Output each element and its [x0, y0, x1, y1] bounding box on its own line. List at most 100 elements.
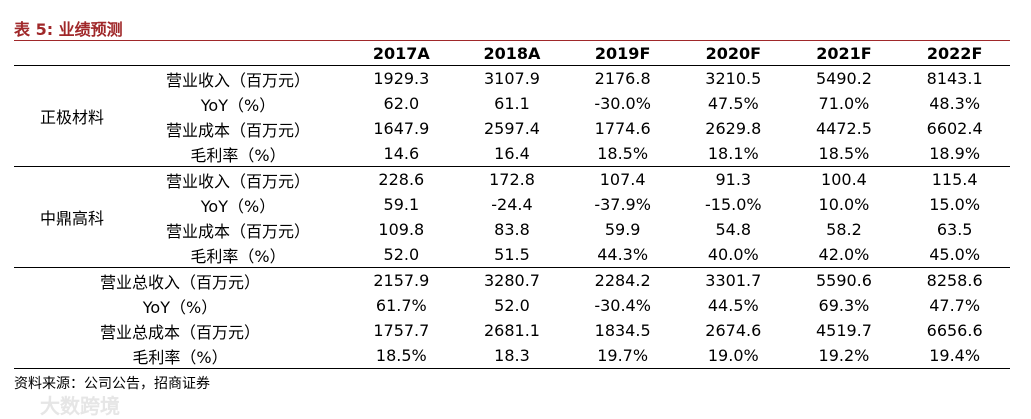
table-row: 中鼎高科 营业收入（百万元） 228.6 172.8 107.4 91.3 100.4 115… — [14, 166, 1010, 268]
cell-value: 61.1 — [494, 94, 530, 113]
cell-value: 4519.7 — [815, 321, 872, 340]
cell-value: 2597.4 — [483, 119, 540, 138]
cell-value: 44.5% — [707, 296, 759, 315]
cell-value: 6602.4 — [926, 119, 983, 138]
cell-value: 6656.6 — [926, 321, 983, 340]
header-row: 2017A 2018A 2019F 2020F 2021F 2022F — [14, 41, 1010, 66]
table-row: 毛利率（%） 52.0 51.5 44.3% 40.0% 42.0% 45.0% — [14, 242, 1010, 268]
cell-value: 8143.1 — [926, 69, 983, 88]
cell-value: 2681.1 — [483, 321, 540, 340]
cell-value: 62.0 — [383, 94, 420, 113]
cell-value: 19.2% — [788, 343, 900, 369]
cell-value: 16.4 — [456, 141, 568, 167]
cell-value: 48.3% — [929, 94, 981, 113]
cell-value: 83.8 — [494, 220, 530, 239]
column-header: 2018A — [456, 41, 568, 66]
cell-value: 3301.7 — [705, 271, 762, 290]
cell-value: 91.3 — [715, 170, 752, 189]
row-label: 营业成本（百万元） — [165, 221, 310, 241]
column-header: 2022F — [899, 41, 1010, 66]
table-row: YoY（%） 59.1 -24.4 -37.9% -15.0% 10.0% 15.0% — [14, 192, 1010, 217]
row-label: 毛利率（%） — [14, 343, 346, 369]
cell-value: 3107.9 — [483, 69, 540, 88]
forecast-table: 2017A 2018A 2019F 2020F 2021F 2022F 正极材料营业收入（… — [14, 41, 1010, 369]
cell-value: 52.0 — [346, 242, 457, 268]
table-row: YoY（%） 62.0 61.1 -30.0% 47.5% 71.0% 48.3% — [14, 91, 1010, 116]
cell-value: 18.9% — [899, 141, 1010, 167]
source-note: 资料来源：公司公告，招商证券 — [14, 376, 210, 392]
cell-value: 18.5% — [567, 141, 678, 167]
cell-value: 10.0% — [818, 195, 870, 214]
cell-value: 2629.8 — [705, 119, 762, 138]
table-row: 毛利率（%） 18.5% 18.3 19.7% 19.0% 19.2% 19.4% — [14, 343, 1010, 369]
cell-value: -30.0% — [594, 94, 651, 113]
row-label: 营业总收入（百万元） — [99, 272, 260, 292]
cell-value: -15.0% — [704, 195, 762, 214]
row-label: 营业总成本（百万元） — [99, 322, 260, 342]
cell-value: 5490.2 — [815, 69, 872, 88]
table-row: YoY（%） 61.7% 52.0 -30.4% 44.5% 69.3% 47.7% — [14, 293, 1010, 318]
cell-value: -24.4 — [491, 195, 533, 214]
cell-value: 109.8 — [378, 220, 425, 239]
cell-value: 1929.3 — [373, 69, 430, 88]
row-label: 营业收入（百万元） — [165, 70, 310, 90]
cell-value: 52.0 — [494, 296, 530, 315]
cell-value: 2674.6 — [705, 321, 762, 340]
cell-value: 69.3% — [818, 296, 870, 315]
table-row: 营业总成本（百万元） 1757.7 2681.1 1834.5 2674.6 4519.7… — [14, 318, 1010, 343]
cell-value: 51.5 — [456, 242, 568, 268]
cell-value: -30.4% — [594, 296, 651, 315]
cell-value: 71.0% — [818, 94, 870, 113]
table-row: 营业总收入（百万元） 2157.9 3280.7 2284.2 3301.7 5590.6… — [14, 268, 1010, 294]
table-row: 正极材料 营业收入（百万元） 1929.3 3107.9 2176.8 3210.5 549… — [14, 65, 1010, 167]
cell-value: 58.2 — [826, 220, 862, 239]
row-label: 营业成本（百万元） — [165, 120, 310, 140]
row-label: YoY（%） — [200, 95, 276, 115]
cell-value: 2157.9 — [373, 271, 430, 290]
cell-value: 1757.7 — [373, 321, 430, 340]
cell-value: 100.4 — [821, 170, 867, 189]
cell-value: 47.7% — [929, 296, 981, 315]
cell-value: 172.8 — [489, 170, 535, 189]
cell-value: 19.4% — [899, 343, 1010, 369]
row-label: 营业收入（百万元） — [165, 171, 310, 191]
watermark: 大数跨境 — [40, 394, 120, 418]
table-row: 毛利率（%） 14.6 16.4 18.5% 18.1% 18.5% 18.9% — [14, 141, 1010, 167]
cell-value: 1834.5 — [594, 321, 651, 340]
cell-value: 3280.7 — [483, 271, 540, 290]
group-label: 正极材料 — [14, 65, 130, 167]
cell-value: 59.9 — [604, 220, 641, 239]
column-header: 2021F — [788, 41, 900, 66]
cell-value: 19.0% — [677, 343, 789, 369]
table-row: 营业成本（百万元） 1647.9 2597.4 1774.6 2629.8 4472.5 6… — [14, 116, 1010, 141]
table-row: 营业成本（百万元） 109.8 83.8 59.9 54.8 58.2 63.5 — [14, 217, 1010, 242]
table-title: 表 5: 业绩预测 — [14, 20, 123, 39]
header-corner — [14, 41, 346, 66]
cell-value: 44.3% — [567, 242, 678, 268]
cell-value: 42.0% — [788, 242, 900, 268]
cell-value: 228.6 — [378, 170, 425, 189]
cell-value: 1774.6 — [594, 119, 651, 138]
cell-value: 40.0% — [677, 242, 789, 268]
cell-value: 107.4 — [599, 170, 646, 189]
row-label: YoY（%） — [142, 297, 218, 317]
cell-value: 18.1% — [677, 141, 789, 167]
cell-value: 5590.6 — [815, 271, 872, 290]
column-header: 2020F — [677, 41, 789, 66]
cell-value: 4472.5 — [815, 119, 872, 138]
cell-value: 2176.8 — [594, 69, 651, 88]
cell-value: -37.9% — [594, 195, 651, 214]
cell-value: 18.5% — [788, 141, 900, 167]
cell-value: 47.5% — [707, 94, 759, 113]
cell-value: 63.5 — [936, 220, 973, 239]
cell-value: 14.6 — [346, 141, 457, 167]
cell-value: 18.5% — [346, 343, 457, 369]
cell-value: 2284.2 — [594, 271, 651, 290]
cell-value: 8258.6 — [926, 271, 983, 290]
row-label: 毛利率（%） — [130, 141, 346, 167]
title-rule — [14, 40, 1010, 41]
cell-value: 15.0% — [929, 195, 981, 214]
column-header: 2017A — [346, 41, 457, 66]
cell-value: 115.4 — [931, 170, 978, 189]
cell-value: 54.8 — [715, 220, 752, 239]
